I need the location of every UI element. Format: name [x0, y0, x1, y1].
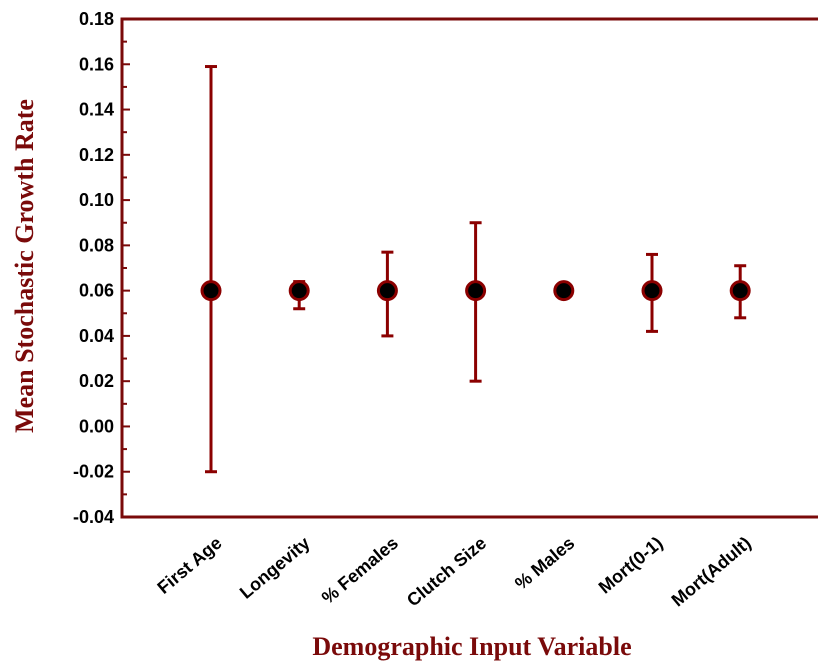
x-category-label: Longevity [236, 533, 314, 603]
y-tick-label: 0.10 [79, 190, 114, 210]
data-points [200, 280, 751, 302]
y-tick-label: 0.00 [79, 416, 114, 436]
data-point [465, 280, 487, 302]
x-axis-title: Demographic Input Variable [312, 632, 631, 661]
data-point [553, 280, 575, 302]
x-category-label: % Females [318, 533, 402, 608]
y-tick-label: 0.12 [79, 145, 114, 165]
y-tick-label: 0.06 [79, 281, 114, 301]
data-point [376, 280, 398, 302]
data-point [288, 280, 310, 302]
y-tick-label: 0.02 [79, 371, 114, 391]
data-point [641, 280, 663, 302]
data-point [200, 280, 222, 302]
y-axis-title: Mean Stochastic Growth Rate [10, 99, 39, 433]
y-tick-label: -0.02 [73, 462, 114, 482]
x-category-label: Mort(0-1) [595, 533, 667, 598]
y-tick-label: -0.04 [73, 507, 114, 527]
x-axis-category-labels: First Age Longevity% Females Clutch Size % … [153, 533, 754, 611]
error-bars [205, 65, 747, 474]
y-tick-label: 0.08 [79, 235, 114, 255]
axes [120, 17, 818, 519]
data-point [729, 280, 751, 302]
x-category-label: % Males [511, 533, 578, 594]
x-axis-title-group: Demographic Input Variable [312, 632, 631, 661]
x-category-label: First Age [153, 533, 225, 598]
x-category-label: Mort(Adult) [668, 533, 755, 611]
x-category-label: Clutch Size [403, 533, 490, 611]
y-tick-label: 0.18 [79, 9, 114, 29]
y-tick-label: 0.14 [79, 100, 114, 120]
y-axis-title-group: Mean Stochastic Growth Rate [10, 99, 39, 433]
y-tick-label: 0.04 [79, 326, 114, 346]
y-axis-ticks: -0.04 -0.02 0.00 0.02 0.04 0.06 0.08 0.10 0.12 0.… [73, 9, 130, 527]
y-tick-label: 0.16 [79, 54, 114, 74]
